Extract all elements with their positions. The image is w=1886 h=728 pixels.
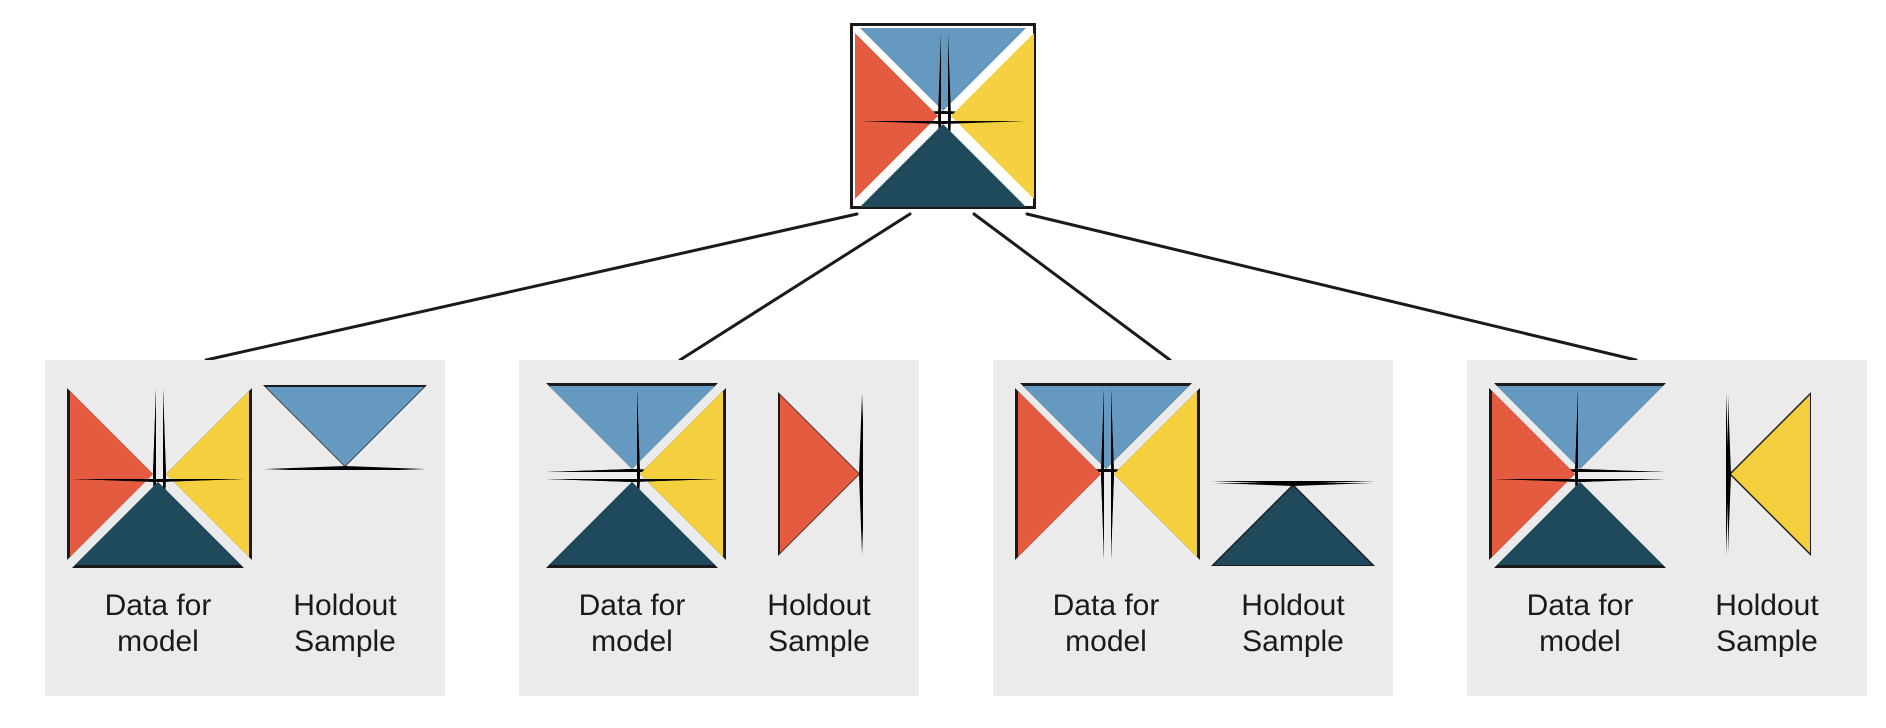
fold-panel: Data for modelHoldout Sample xyxy=(993,360,1393,696)
model-label: Data for model xyxy=(68,588,248,660)
model-label: Data for model xyxy=(1490,588,1670,660)
model-label: Data for model xyxy=(1016,588,1196,660)
model-label: Data for model xyxy=(542,588,722,660)
fold-panel: Data for modelHoldout Sample xyxy=(45,360,445,696)
holdout-label: Holdout Sample xyxy=(255,588,435,660)
holdout-label: Holdout Sample xyxy=(1677,588,1857,660)
holdout-label: Holdout Sample xyxy=(1203,588,1383,660)
holdout-label: Holdout Sample xyxy=(729,588,909,660)
diagram-canvas: Data for modelHoldout SampleData for mod… xyxy=(0,0,1886,728)
fold-panel: Data for modelHoldout Sample xyxy=(1467,360,1867,696)
fold-panel: Data for modelHoldout Sample xyxy=(519,360,919,696)
root-data-square xyxy=(850,23,1036,209)
